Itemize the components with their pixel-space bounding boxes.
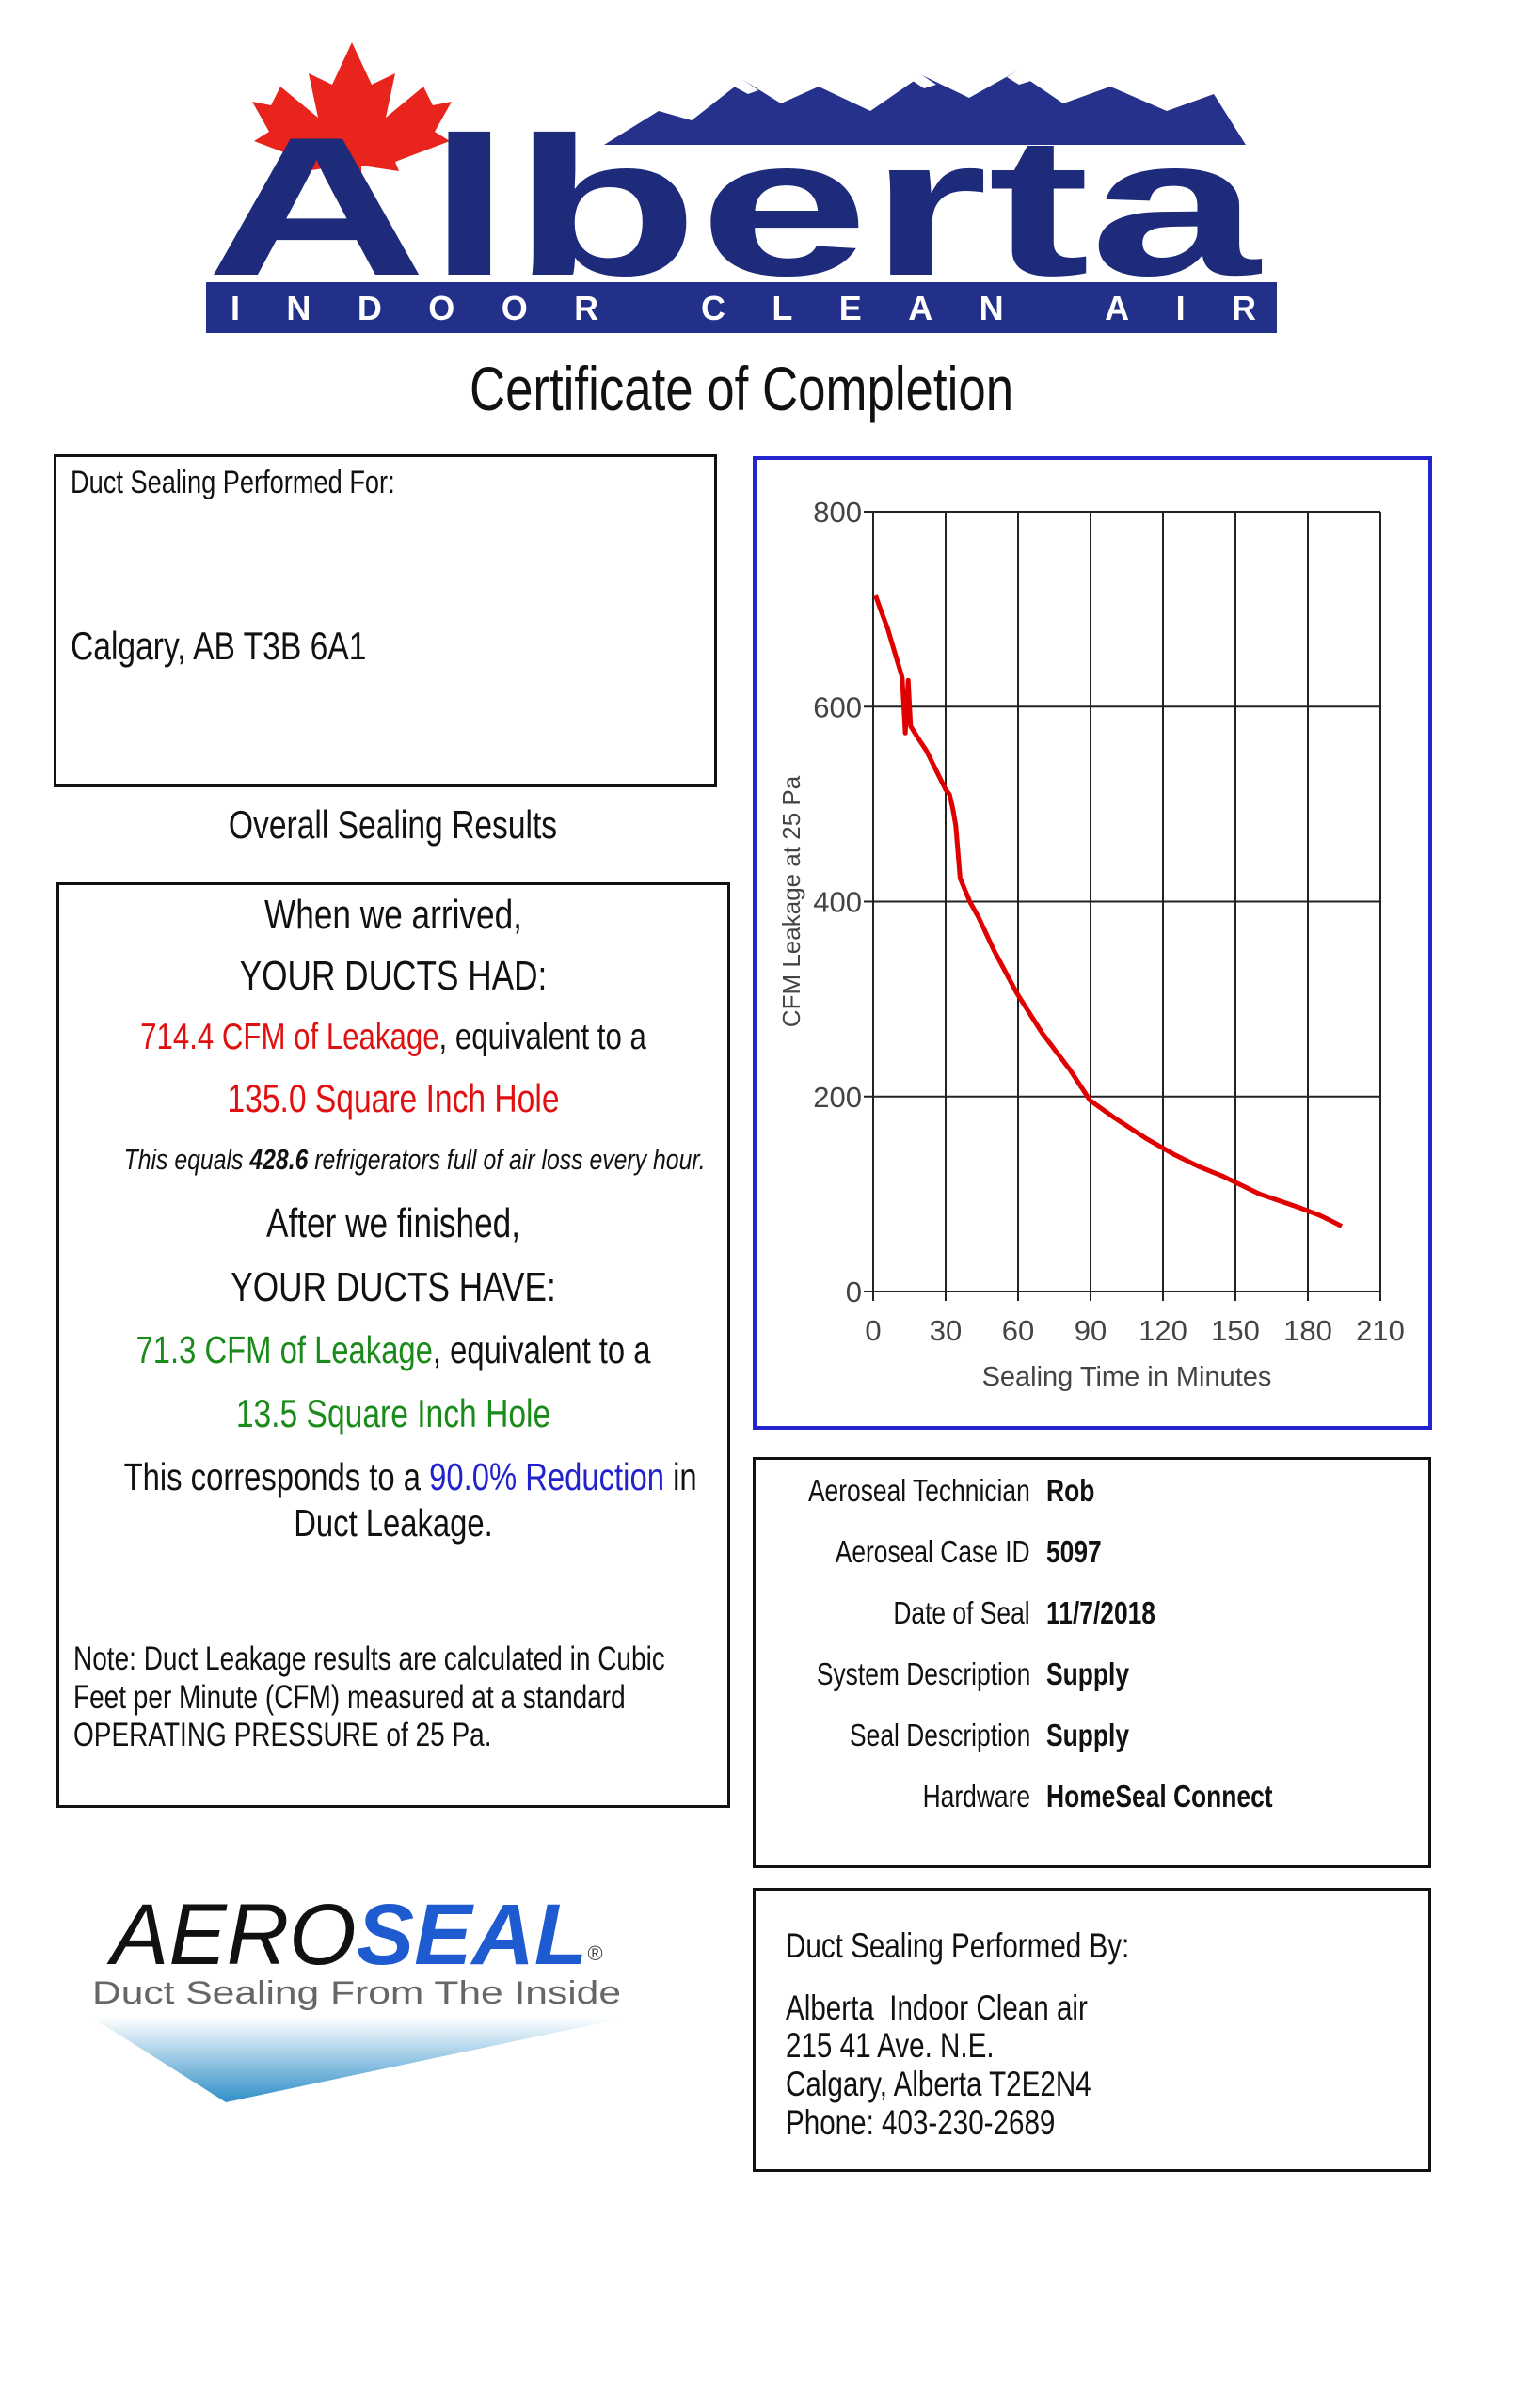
x-tick-label: 120	[1139, 1314, 1187, 1347]
x-tick-label: 180	[1283, 1314, 1332, 1347]
logo-name: Alberta	[206, 96, 1263, 317]
maple-leaf	[252, 42, 452, 193]
note-line: Feet per Minute (CFM) measured at a stan…	[73, 1679, 626, 1716]
mountains	[604, 71, 1246, 145]
before-leakage: 714.4 CFM of Leakage	[140, 1017, 439, 1057]
detail-value: 5097	[1046, 1534, 1102, 1569]
x-tick-label: 210	[1356, 1314, 1405, 1347]
detail-label: Seal Description	[849, 1718, 1030, 1752]
logo-registered: ®	[587, 1941, 603, 1965]
performed-by-heading: Duct Sealing Performed By:	[786, 1926, 1130, 1965]
x-tick-label: 150	[1211, 1314, 1260, 1347]
logo-bar	[206, 282, 1277, 333]
x-tick-label: 30	[930, 1314, 962, 1347]
x-tick-label: 60	[1002, 1314, 1034, 1347]
x-tick-label: 0	[865, 1314, 881, 1347]
results-heading: Overall Sealing Results	[228, 802, 558, 847]
logo-tagline-aeroseal: Duct Sealing From The Inside	[92, 1975, 621, 2011]
y-tick-label: 200	[813, 1081, 862, 1114]
reduction-end: Duct Leakage.	[294, 1501, 493, 1545]
before-equiv: , equivalent to a	[438, 1017, 646, 1057]
before-hole: 135.0 Square Inch Hole	[227, 1076, 560, 1120]
x-tick-label: 90	[1075, 1314, 1107, 1347]
detail-value: Supply	[1046, 1718, 1130, 1752]
before-intro: When we arrived,	[264, 892, 522, 938]
data-line	[873, 594, 1344, 1228]
results-box	[56, 882, 730, 1808]
y-tick-label: 0	[846, 1275, 862, 1308]
performed-by-line: Calgary, Alberta T2E2N4	[786, 2065, 1091, 2103]
fridge-value: 428.6	[249, 1143, 309, 1176]
note-line: OPERATING PRESSURE of 25 Pa.	[73, 1717, 492, 1753]
logo-triangle	[92, 2018, 626, 2102]
detail-value: 11/7/2018	[1046, 1595, 1155, 1630]
performed-by-line: Alberta Indoor Clean air	[786, 1988, 1088, 2027]
chart-frame	[753, 456, 1432, 1430]
after-equiv: , equivalent to a	[432, 1328, 651, 1371]
reduction-line: This corresponds to a 90.0% Reduction in	[123, 1455, 697, 1498]
y-tick-label: 800	[813, 496, 862, 529]
logo-aero: AERO	[106, 1887, 357, 1983]
customer-address: Calgary, AB T3B 6A1	[71, 624, 367, 668]
detail-label: Aeroseal Case ID	[836, 1534, 1030, 1569]
before-label: YOUR DUCTS HAD:	[239, 953, 548, 999]
customer-heading: Duct Sealing Performed For:	[71, 465, 395, 500]
after-label: YOUR DUCTS HAVE:	[231, 1264, 556, 1310]
detail-label: Date of Seal	[893, 1595, 1030, 1630]
performed-by-box	[753, 1888, 1431, 2172]
detail-label: Hardware	[922, 1779, 1030, 1814]
y-tick-label: 400	[813, 886, 862, 919]
detail-label: Aeroseal Technician	[808, 1473, 1030, 1508]
detail-value: HomeSeal Connect	[1046, 1779, 1273, 1814]
reduction-value: 90.0% Reduction	[429, 1455, 664, 1498]
performed-by-line: 215 41 Ave. N.E.	[786, 2026, 995, 2065]
detail-value: Supply	[1046, 1656, 1130, 1691]
title: Certificate of Completion	[469, 354, 1014, 423]
x-axis-label: Sealing Time in Minutes	[982, 1362, 1272, 1392]
reduction-post: in	[673, 1455, 697, 1498]
detail-value: Rob	[1046, 1473, 1095, 1508]
fridge-pre: This equals	[123, 1143, 244, 1176]
after-intro: After we finished,	[266, 1200, 520, 1246]
y-axis-label: CFM Leakage at 25 Pa	[777, 775, 805, 1027]
reduction-pre: This corresponds to a	[123, 1455, 421, 1498]
before-line: 714.4 CFM of Leakage, equivalent to a	[124, 1019, 663, 1055]
fridge-post: refrigerators full of air loss every hou…	[314, 1143, 706, 1176]
chart: 0 30 60 90 120 150 180 210 0 200 400 600 800 Sealing …	[777, 496, 1405, 1392]
after-line: 71.3 CFM of Leakage, equivalent to a	[124, 1331, 663, 1370]
performed-by-line: Phone: 403-230-2689	[786, 2103, 1056, 2142]
note-line: Note: Duct Leakage results are calculate…	[73, 1640, 665, 1677]
y-tick-label: 600	[813, 690, 862, 723]
fridge-line: This equals 428.6 refrigerators full of …	[123, 1143, 706, 1176]
detail-label: System Description	[816, 1656, 1030, 1691]
details-box	[753, 1457, 1431, 1868]
aeroseal-logo: AEROSEAL®	[106, 1887, 603, 1983]
logo-seal: SEAL	[357, 1887, 587, 1983]
customer-box	[54, 454, 717, 787]
after-hole: 13.5 Square Inch Hole	[235, 1391, 551, 1435]
after-leakage: 71.3 CFM of Leakage	[135, 1328, 433, 1371]
